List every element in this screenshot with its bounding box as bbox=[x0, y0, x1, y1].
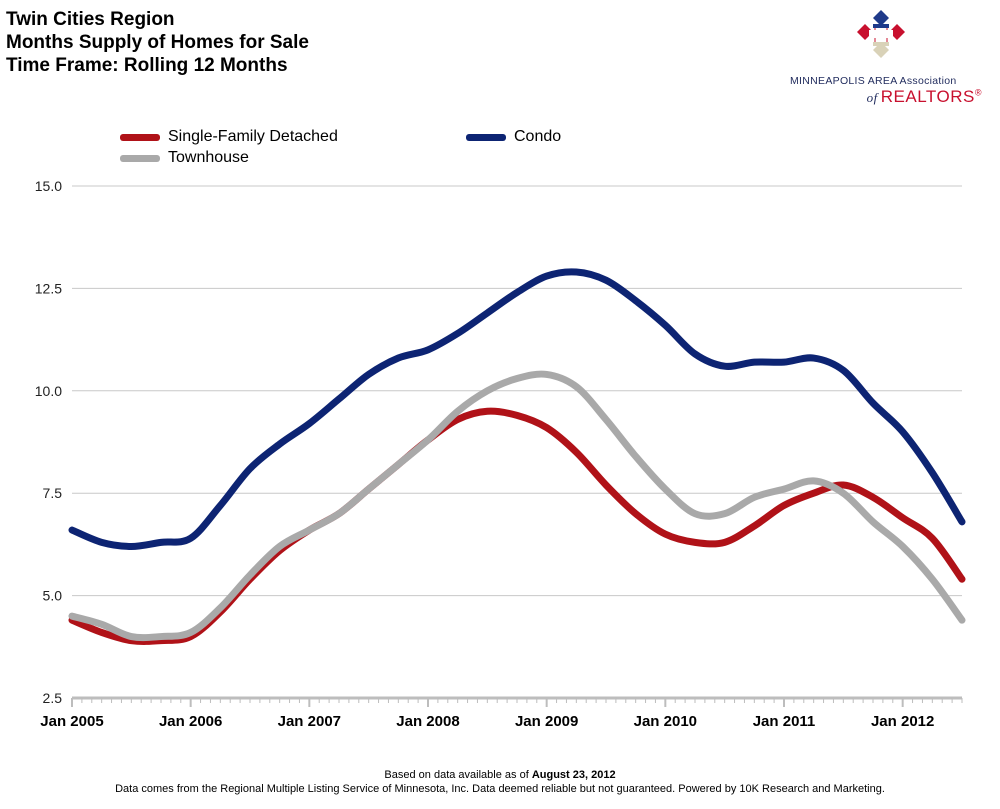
chart-legend: Single-Family Detached Condo Townhouse bbox=[120, 128, 620, 172]
y-tick-label: 7.5 bbox=[43, 485, 63, 501]
y-tick-label: 5.0 bbox=[43, 588, 63, 604]
y-tick-label: 15.0 bbox=[35, 178, 62, 194]
footer-date: August 23, 2012 bbox=[531, 769, 616, 781]
logo-text-realtors: of REALTORS® bbox=[867, 87, 982, 107]
x-tick-label: Jan 2009 bbox=[515, 713, 578, 730]
legend-item-townhouse: Townhouse bbox=[120, 149, 249, 167]
legend-label-townhouse: Townhouse bbox=[168, 149, 249, 166]
x-tick-label: Jan 2006 bbox=[159, 713, 222, 730]
x-tick-label: Jan 2010 bbox=[634, 713, 697, 730]
logo-text-realtors-word: REALTORS bbox=[880, 87, 975, 106]
logo-registered-mark: ® bbox=[974, 87, 982, 98]
mls-logo-icon bbox=[857, 10, 905, 58]
logo-text-association: MINNEAPOLIS AREA Association bbox=[790, 75, 957, 87]
x-tick-label: Jan 2007 bbox=[278, 713, 341, 730]
x-tick-label: Jan 2012 bbox=[871, 713, 934, 730]
legend-item-condo: Condo bbox=[466, 128, 561, 146]
series-line-townhouse bbox=[68, 370, 966, 642]
footer-line-1: Based on data available as of August 23,… bbox=[0, 768, 1000, 782]
line-chart: 2.5 5.0 7.5 10.0 12.5 15.0 Jan 2005 Jan 2006 Jan… bbox=[35, 178, 966, 730]
chart-title-line-2: Months Supply of Homes for Sale bbox=[6, 32, 309, 53]
footer-line-2: Data comes from the Regional Multiple Li… bbox=[115, 783, 885, 795]
footer: Based on data available as of August 23,… bbox=[0, 768, 1000, 796]
x-tick-label: Jan 2008 bbox=[396, 713, 459, 730]
chart-title-line-3: Time Frame: Rolling 12 Months bbox=[6, 55, 288, 76]
y-tick-label: 12.5 bbox=[35, 280, 62, 296]
y-tick-label: 10.0 bbox=[35, 383, 62, 399]
x-tick-label: Jan 2011 bbox=[753, 713, 816, 730]
x-tick-label: Jan 2005 bbox=[40, 713, 103, 730]
title-block: Twin Cities Region Months Supply of Home… bbox=[6, 8, 309, 77]
legend-swatch-single-family bbox=[120, 133, 160, 141]
chart-title-line-1: Twin Cities Region bbox=[6, 9, 175, 30]
series-line-condo bbox=[68, 268, 966, 550]
mls-logo: MINNEAPOLIS AREA Association of REALTORS® bbox=[790, 8, 990, 108]
footer-date-prefix: Based on data available as of bbox=[384, 769, 529, 781]
legend-label-single-family: Single-Family Detached bbox=[168, 128, 338, 145]
legend-item-single-family: Single-Family Detached bbox=[120, 128, 338, 146]
logo-text-of: of bbox=[866, 90, 878, 105]
legend-swatch-condo bbox=[466, 133, 506, 141]
legend-label-condo: Condo bbox=[514, 128, 562, 145]
legend-swatch-townhouse bbox=[120, 154, 160, 162]
y-tick-label: 2.5 bbox=[43, 690, 63, 706]
